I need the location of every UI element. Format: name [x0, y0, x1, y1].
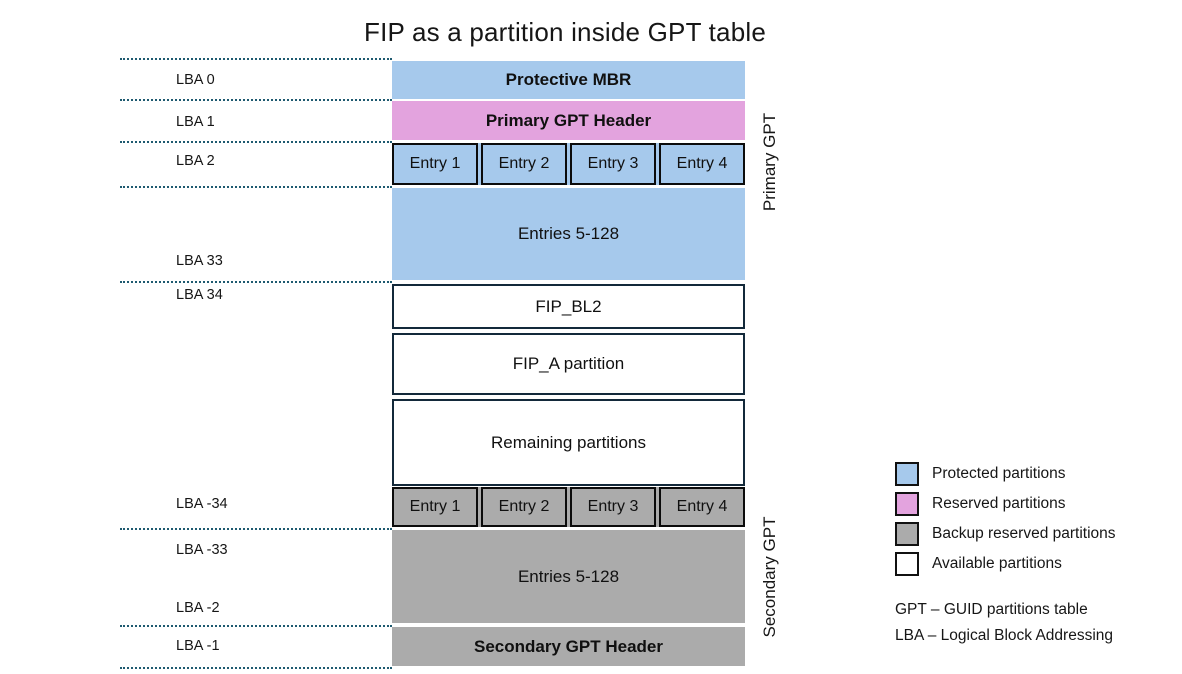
- lba-label-2: LBA 2: [176, 153, 215, 169]
- lba-label-0: LBA 0: [176, 72, 215, 88]
- primary-entry-row: Entry 1 Entry 2 Entry 3 Entry 4: [392, 143, 745, 185]
- legend-item-backup-reserved: Backup reserved partitions: [895, 519, 1116, 549]
- dotted-separator-line: [120, 186, 392, 188]
- lba-label-neg-33: LBA -33: [176, 542, 228, 558]
- secondary-entry-row: Entry 1 Entry 2 Entry 3 Entry 4: [392, 487, 745, 527]
- lba-label-33: LBA 33: [176, 253, 223, 269]
- block-primary-gpt-header: Primary GPT Header: [392, 101, 745, 140]
- dotted-separator-line: [120, 625, 392, 627]
- block-remaining-partitions: Remaining partitions: [392, 399, 745, 486]
- entry-cell: Entry 3: [570, 143, 656, 185]
- legend-label: Backup reserved partitions: [932, 525, 1116, 542]
- block-secondary-gpt-header: Secondary GPT Header: [392, 627, 745, 666]
- diagram-title: FIP as a partition inside GPT table: [363, 17, 767, 47]
- block-fip-a-partition: FIP_A partition: [392, 333, 745, 395]
- legend-swatch-reserved: [895, 492, 919, 516]
- legend-item-available: Available partitions: [895, 549, 1116, 579]
- block-protective-mbr: Protective MBR: [392, 61, 745, 99]
- entry-cell: Entry 4: [659, 143, 745, 185]
- dotted-separator-line: [120, 141, 392, 143]
- dotted-separator-line: [120, 281, 392, 283]
- entry-cell: Entry 1: [392, 487, 478, 527]
- entry-cell: Entry 4: [659, 487, 745, 527]
- footnote-gpt: GPT – GUID partitions table: [895, 601, 1088, 618]
- legend-item-protected: Protected partitions: [895, 459, 1116, 489]
- legend-label: Reserved partitions: [932, 495, 1066, 512]
- entry-cell: Entry 3: [570, 487, 656, 527]
- lba-label-neg-34: LBA -34: [176, 496, 228, 512]
- dotted-separator-line: [120, 528, 392, 530]
- legend-swatch-backup-reserved: [895, 522, 919, 546]
- entry-cell: Entry 2: [481, 143, 567, 185]
- block-primary-entries-5-128: Entries 5-128: [392, 188, 745, 280]
- lba-label-neg-1: LBA -1: [176, 638, 220, 654]
- lba-label-1: LBA 1: [176, 114, 215, 130]
- side-label-primary-gpt: Primary GPT: [760, 112, 779, 212]
- block-fip-bl2: FIP_BL2: [392, 284, 745, 329]
- entry-cell: Entry 2: [481, 487, 567, 527]
- dotted-separator-line: [120, 58, 392, 60]
- footnote-lba: LBA – Logical Block Addressing: [895, 627, 1113, 644]
- legend-item-reserved: Reserved partitions: [895, 489, 1116, 519]
- lba-label-neg-2: LBA -2: [176, 600, 220, 616]
- legend-swatch-protected: [895, 462, 919, 486]
- legend: Protected partitions Reserved partitions…: [895, 459, 1116, 579]
- dotted-separator-line: [120, 667, 392, 669]
- legend-label: Protected partitions: [932, 465, 1066, 482]
- side-label-secondary-gpt: Secondary GPT: [760, 516, 779, 638]
- lba-label-34: LBA 34: [176, 287, 223, 303]
- legend-label: Available partitions: [932, 555, 1062, 572]
- legend-swatch-available: [895, 552, 919, 576]
- entry-cell: Entry 1: [392, 143, 478, 185]
- dotted-separator-line: [120, 99, 392, 101]
- block-secondary-entries-5-128: Entries 5-128: [392, 530, 745, 623]
